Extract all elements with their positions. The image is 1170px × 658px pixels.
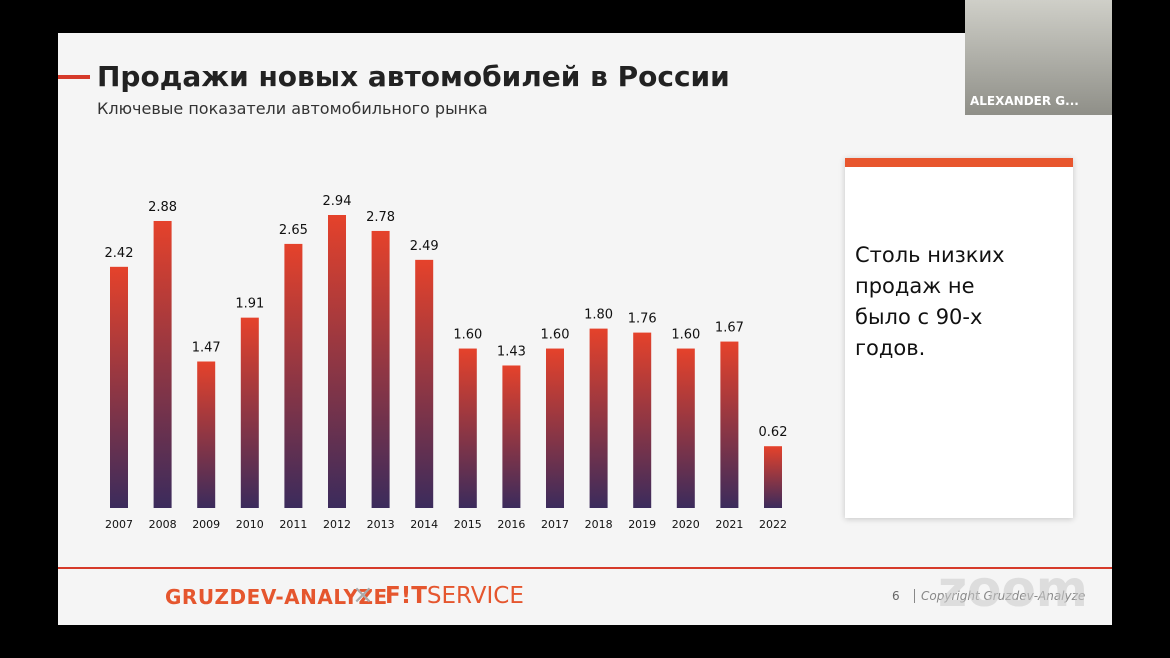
value-label: 1.60 (453, 328, 482, 343)
value-label: 1.67 (715, 321, 744, 336)
x-tick-label: 2007 (105, 518, 133, 531)
x-tick-label: 2016 (497, 518, 525, 531)
value-label: 1.60 (541, 328, 570, 343)
value-label: 2.88 (148, 200, 177, 215)
value-label: 1.80 (584, 308, 613, 323)
copyright: Copyright Gruzdev-Analyze (914, 589, 1085, 603)
x-tick-label: 2015 (454, 518, 482, 531)
value-label: 1.60 (671, 328, 700, 343)
value-label: 2.42 (105, 246, 134, 261)
x-tick-label: 2022 (759, 518, 787, 531)
brand: F!TSERVICE (385, 583, 524, 609)
page-number: 6 (892, 589, 900, 603)
x-tick-label: 2012 (323, 518, 351, 531)
bar (720, 341, 739, 508)
bar (415, 259, 434, 508)
bar (633, 332, 652, 508)
bar (502, 365, 521, 508)
separator: × (352, 580, 374, 610)
subtitle: Ключевые показатели автомобильного рынка (97, 99, 488, 118)
x-tick-label: 2017 (541, 518, 569, 531)
x-tick-label: 2009 (192, 518, 220, 531)
x-tick-label: 2021 (715, 518, 743, 531)
bar (328, 215, 346, 508)
bar (197, 361, 216, 508)
video-tile[interactable] (965, 0, 1112, 115)
x-tick-label: 2010 (236, 518, 264, 531)
bar (240, 317, 259, 508)
x-tick-label: 2008 (149, 518, 177, 531)
x-tick-label: 2013 (367, 518, 395, 531)
title: Продажи новых автомобилей в России (97, 60, 730, 93)
value-label: 2.49 (410, 239, 439, 254)
brand-part: SERVICE (426, 583, 524, 609)
bar (458, 348, 477, 508)
value-label: 1.47 (192, 341, 221, 356)
brand-part: F!T (385, 583, 427, 609)
bar (284, 243, 303, 508)
value-label: 2.65 (279, 223, 308, 238)
bar (371, 230, 390, 509)
callout-box (845, 158, 1073, 518)
x-tick-label: 2014 (410, 518, 438, 531)
value-label: 1.91 (235, 297, 264, 312)
value-label: 2.94 (323, 194, 352, 209)
bar (546, 348, 564, 508)
bar (153, 220, 172, 508)
value-label: 1.43 (497, 344, 526, 359)
bar (110, 266, 128, 508)
title-accent (58, 75, 90, 79)
bar (764, 446, 782, 508)
bar (589, 328, 608, 508)
value-label: 2.78 (366, 210, 395, 225)
value-label: 1.76 (628, 312, 657, 327)
callout-text: Столь низких продаж не было с 90-х годов… (855, 243, 1005, 360)
x-tick-label: 2018 (585, 518, 613, 531)
participant-name: ALEXANDER G... (970, 94, 1079, 108)
x-tick-label: 2011 (279, 518, 307, 531)
brand: GRUZDEV-ANALYZE (165, 585, 388, 609)
x-tick-label: 2019 (628, 518, 656, 531)
bar (676, 348, 695, 508)
value-label: 0.62 (759, 425, 788, 440)
footer-line (58, 567, 1112, 569)
watermark: zoom (938, 560, 1088, 618)
x-tick-label: 2020 (672, 518, 700, 531)
